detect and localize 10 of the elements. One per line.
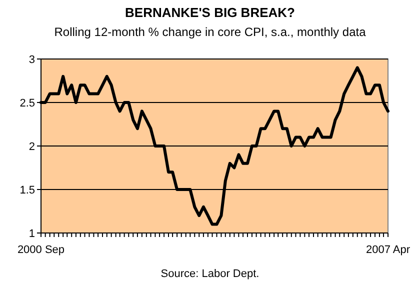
x-tick-label: 2000 Sep (17, 244, 65, 256)
x-tick-label: 2007 Apr (366, 244, 410, 256)
y-tick-label: 1 (28, 228, 35, 240)
y-tick-label: 2.5 (20, 98, 35, 110)
chart-subtitle: Rolling 12-month % change in core CPI, s.a., monthly data (54, 25, 366, 39)
chart-title: BERNANKE'S BIG BREAK? (125, 5, 296, 20)
source-note: Source: Labor Dept. (160, 268, 260, 280)
y-tick-label: 1.5 (20, 184, 35, 196)
y-tick-label: 3 (28, 54, 35, 66)
y-tick-label: 2 (28, 141, 35, 153)
